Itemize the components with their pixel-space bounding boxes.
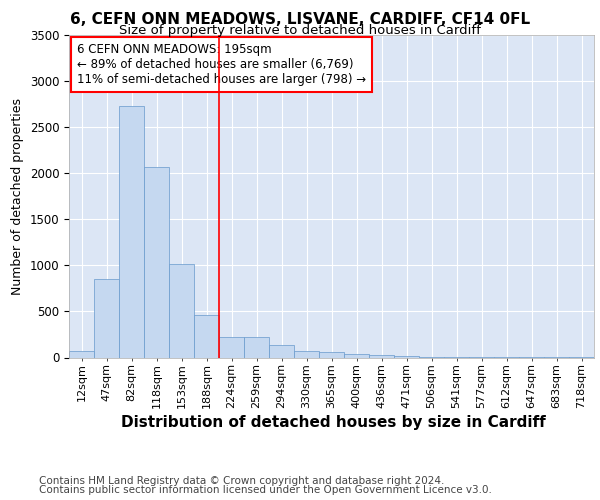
Bar	[94, 279, 119, 357]
Bar	[394, 356, 419, 358]
Bar	[169, 264, 194, 358]
Bar	[344, 354, 369, 358]
Bar	[244, 337, 269, 357]
Bar	[144, 167, 169, 358]
Bar	[419, 356, 444, 358]
Bar	[369, 354, 394, 358]
Y-axis label: Number of detached properties: Number of detached properties	[11, 98, 24, 294]
Bar	[219, 337, 244, 357]
Text: Contains HM Land Registry data © Crown copyright and database right 2024.: Contains HM Land Registry data © Crown c…	[39, 476, 445, 486]
Bar	[319, 352, 344, 358]
Bar	[119, 106, 144, 358]
Bar	[269, 344, 294, 358]
Text: Distribution of detached houses by size in Cardiff: Distribution of detached houses by size …	[121, 415, 545, 430]
Text: Size of property relative to detached houses in Cardiff: Size of property relative to detached ho…	[119, 24, 481, 37]
Bar	[69, 351, 94, 358]
Text: 6, CEFN ONN MEADOWS, LISVANE, CARDIFF, CF14 0FL: 6, CEFN ONN MEADOWS, LISVANE, CARDIFF, C…	[70, 12, 530, 28]
Bar	[194, 315, 219, 358]
Text: Contains public sector information licensed under the Open Government Licence v3: Contains public sector information licen…	[39, 485, 492, 495]
Text: 6 CEFN ONN MEADOWS: 195sqm
← 89% of detached houses are smaller (6,769)
11% of s: 6 CEFN ONN MEADOWS: 195sqm ← 89% of deta…	[77, 43, 366, 86]
Bar	[294, 350, 319, 358]
